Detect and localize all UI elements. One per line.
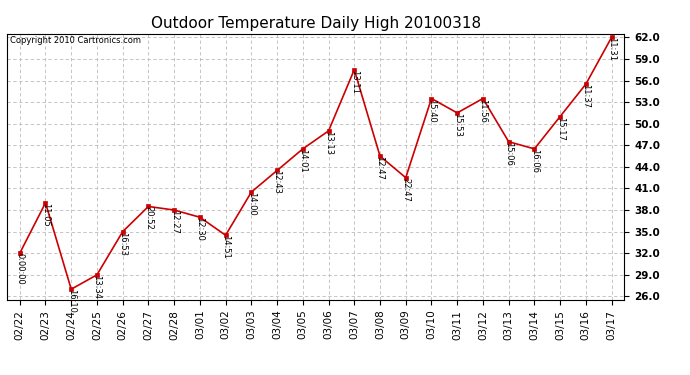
- Text: 12:47: 12:47: [375, 156, 384, 180]
- Text: 15:06: 15:06: [504, 142, 513, 166]
- Text: 13:13: 13:13: [324, 131, 333, 155]
- Text: 15:40: 15:40: [427, 99, 436, 122]
- Text: 12:27: 12:27: [170, 210, 179, 234]
- Text: 11:37: 11:37: [582, 84, 591, 108]
- Title: Outdoor Temperature Daily High 20100318: Outdoor Temperature Daily High 20100318: [150, 16, 481, 31]
- Text: 14:00: 14:00: [247, 192, 256, 216]
- Text: 16:10: 16:10: [67, 289, 76, 313]
- Text: 20:52: 20:52: [144, 207, 153, 230]
- Text: 14:51: 14:51: [221, 235, 230, 259]
- Text: 15:17: 15:17: [555, 117, 564, 140]
- Text: 13:34: 13:34: [92, 275, 101, 299]
- Text: 11:56: 11:56: [478, 99, 487, 122]
- Text: 11:05: 11:05: [41, 203, 50, 226]
- Text: 12:43: 12:43: [273, 171, 282, 194]
- Text: 12:30: 12:30: [195, 217, 204, 241]
- Text: Copyright 2010 Cartronics.com: Copyright 2010 Cartronics.com: [10, 36, 141, 45]
- Text: 15:53: 15:53: [453, 113, 462, 137]
- Text: 14:01: 14:01: [298, 149, 307, 172]
- Text: 16:53: 16:53: [118, 232, 127, 256]
- Text: 16:06: 16:06: [530, 149, 539, 173]
- Text: 11:31: 11:31: [607, 38, 616, 61]
- Text: 22:47: 22:47: [401, 178, 411, 201]
- Text: 0:00:00: 0:00:00: [15, 253, 24, 285]
- Text: 13:11: 13:11: [350, 70, 359, 94]
